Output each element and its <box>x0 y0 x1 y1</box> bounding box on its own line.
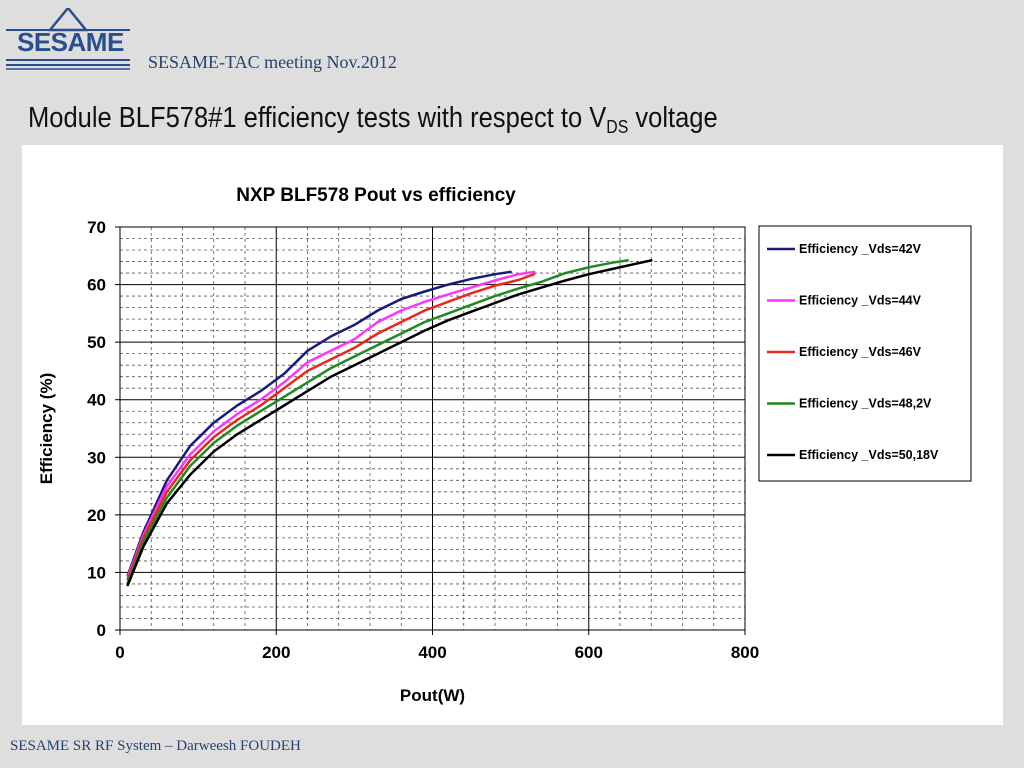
legend-box <box>758 225 972 482</box>
sesame-logo <box>6 8 130 70</box>
x-tick-label: 400 <box>418 643 446 662</box>
chart-panel: NXP BLF578 Pout vs efficiency 0 200 400 600 8… <box>22 145 1003 725</box>
y-tick-label: 30 <box>87 448 106 467</box>
meeting-label: SESAME-TAC meeting Nov.2012 <box>148 52 397 72</box>
x-axis-label: Pout(W) <box>400 686 465 705</box>
series-line-2 <box>126 270 536 579</box>
y-tick-label: 20 <box>87 506 106 525</box>
legend-entry-2: Efficiency _Vds=44V <box>799 294 922 308</box>
x-tick-label: 0 <box>115 643 124 662</box>
legend-entry-1: Efficiency _Vds=42V <box>799 242 922 256</box>
slide-title: Module BLF578#1 efficiency tests with re… <box>28 102 718 138</box>
y-tick-label: 10 <box>87 563 106 582</box>
legend-entry-3: Efficiency _Vds=46V <box>799 345 922 359</box>
y-tick-label: 40 <box>87 391 106 410</box>
x-tick-label: 800 <box>731 643 759 662</box>
legend-entry-4: Efficiency _Vds=48,2V <box>799 397 932 411</box>
y-tick-label: 70 <box>87 218 106 237</box>
footer-text: SESAME SR RF System – Darweesh FOUDEH <box>10 738 301 754</box>
legend-entry-5: Efficiency _Vds=50,18V <box>799 448 939 462</box>
slide-title-end: voltage <box>628 102 718 134</box>
y-tick-label: 60 <box>87 276 106 295</box>
series-line-5 <box>126 259 653 587</box>
series-line-1 <box>126 270 512 577</box>
logo-text: SESAME <box>17 27 124 57</box>
slide-title-subscript: DS <box>606 117 629 137</box>
chart-title: NXP BLF578 Pout vs efficiency <box>236 185 516 206</box>
slide-title-main: Module BLF578#1 efficiency tests with re… <box>28 102 607 134</box>
y-axis-label: Efficiency (%) <box>37 373 56 484</box>
series-line-3 <box>126 272 536 581</box>
x-tick-label: 600 <box>575 643 603 662</box>
y-tick-label: 0 <box>97 621 106 640</box>
y-tick-label: 50 <box>87 333 106 352</box>
series-line-4 <box>126 259 630 585</box>
x-tick-label: 200 <box>262 643 290 662</box>
